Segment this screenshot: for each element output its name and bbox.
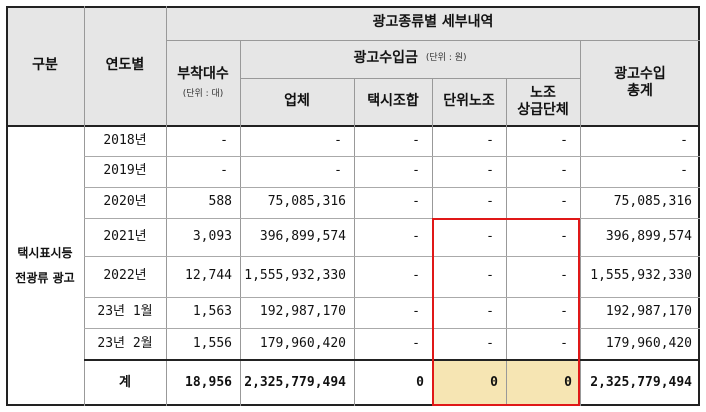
row-upper-union: - <box>560 132 568 148</box>
row-year: 2019년 <box>103 163 147 179</box>
header-company: 업체 <box>240 78 354 126</box>
header-h-line <box>240 78 580 79</box>
units-attached-label: 부착대수 <box>177 65 229 82</box>
row-unit-union: - <box>486 335 494 351</box>
header-taxi-union: 택시조합 <box>354 78 432 126</box>
row-company: 179,960,420 <box>259 335 346 351</box>
row-total: - <box>680 132 688 148</box>
grid-h-line <box>84 328 700 329</box>
grid-h-line <box>84 218 700 219</box>
row-units: - <box>220 132 228 148</box>
row-taxi-union: - <box>412 132 420 148</box>
total-grand: 2,325,779,494 <box>590 374 692 390</box>
row-company: 192,987,170 <box>259 304 346 320</box>
header-category: 구분 <box>6 6 84 126</box>
row-company: - <box>334 132 342 148</box>
row-year: 23년 2월 <box>97 335 153 351</box>
total-unit-union: 0 <box>432 360 506 406</box>
row-upper-union: - <box>560 304 568 320</box>
row-company: 396,899,574 <box>259 228 346 244</box>
total-upper-union: 0 <box>506 360 580 406</box>
grid-v-line <box>354 78 355 406</box>
row-units: 1,563 <box>192 304 232 320</box>
grid-h-line <box>84 256 700 257</box>
header-upper-union: 노조 상급단체 <box>506 78 580 126</box>
total-label: 계 <box>119 374 131 390</box>
grid-v-line <box>84 6 85 406</box>
header-total: 광고수입 총계 <box>580 40 700 126</box>
row-units: 1,556 <box>192 335 232 351</box>
row-unit-union: - <box>486 228 494 244</box>
header-revenue-group: 광고수입금 (단위 : 원) <box>240 40 580 78</box>
border-left <box>6 6 8 406</box>
header-h-line <box>166 40 700 41</box>
total-units: 18,956 <box>185 374 232 390</box>
grid-v-line <box>506 78 507 406</box>
row-unit-union: - <box>486 163 494 179</box>
row-year: 2021년 <box>103 228 147 244</box>
row-year: 23년 1월 <box>97 304 153 320</box>
row-upper-union: - <box>560 163 568 179</box>
row-unit-union: - <box>486 132 494 148</box>
row-year: 2022년 <box>103 268 147 284</box>
revenue-group-label: 광고수입금 <box>353 50 418 67</box>
grid-h-line <box>84 297 700 298</box>
total-top-line <box>84 359 700 361</box>
row-total: 192,987,170 <box>605 304 692 320</box>
row-taxi-union: - <box>412 335 420 351</box>
row-total: - <box>680 163 688 179</box>
row-units: - <box>220 163 228 179</box>
row-taxi-union: - <box>412 304 420 320</box>
row-units: 3,093 <box>192 228 232 244</box>
header-detail-title: 광고종류별 세부내역 <box>166 6 700 40</box>
red-highlight-box <box>432 218 580 406</box>
row-total: 179,960,420 <box>605 335 692 351</box>
row-unit-union: - <box>486 268 494 284</box>
row-company: 1,555,932,330 <box>244 268 346 284</box>
row-total: 1,555,932,330 <box>590 268 692 284</box>
header-year: 연도별 <box>84 6 166 126</box>
row-year: 2020년 <box>103 194 147 210</box>
row-upper-union: - <box>560 228 568 244</box>
row-total: 75,085,316 <box>613 194 692 210</box>
grid-h-line <box>84 187 700 188</box>
row-unit-union: - <box>486 194 494 210</box>
row-year: 2018년 <box>103 132 147 148</box>
ad-revenue-table: 구분 연도별 광고종류별 세부내역 부착대수 (단위 : 대) 광고수입금 (단… <box>6 6 700 406</box>
revenue-group-unit: (단위 : 원) <box>425 53 467 64</box>
row-upper-union: - <box>560 268 568 284</box>
border-right <box>698 6 700 406</box>
border-bottom <box>6 404 700 406</box>
total-taxi: 0 <box>416 374 424 390</box>
row-units: 12,744 <box>185 268 232 284</box>
row-company: 75,085,316 <box>267 194 346 210</box>
grid-h-line <box>84 156 700 157</box>
grid-v-line <box>240 40 241 406</box>
grid-v-line <box>166 6 167 406</box>
row-taxi-union: - <box>412 163 420 179</box>
row-total: 396,899,574 <box>605 228 692 244</box>
total-company: 2,325,779,494 <box>244 374 346 390</box>
row-unit-union: - <box>486 304 494 320</box>
header-unit-union: 단위노조 <box>432 78 506 126</box>
grid-v-line <box>580 40 581 406</box>
row-upper-union: - <box>560 194 568 210</box>
category-label: 택시표시등 전광류 광고 <box>15 246 75 285</box>
row-upper-union: - <box>560 335 568 351</box>
row-company: - <box>334 163 342 179</box>
row-taxi-union: - <box>412 228 420 244</box>
border-top <box>6 6 700 8</box>
row-units: 588 <box>208 194 232 210</box>
header-units-attached: 부착대수 (단위 : 대) <box>166 40 240 126</box>
row-taxi-union: - <box>412 194 420 210</box>
header-bottom-line <box>6 125 700 127</box>
units-attached-unit: (단위 : 대) <box>182 89 224 100</box>
row-taxi-union: - <box>412 268 420 284</box>
